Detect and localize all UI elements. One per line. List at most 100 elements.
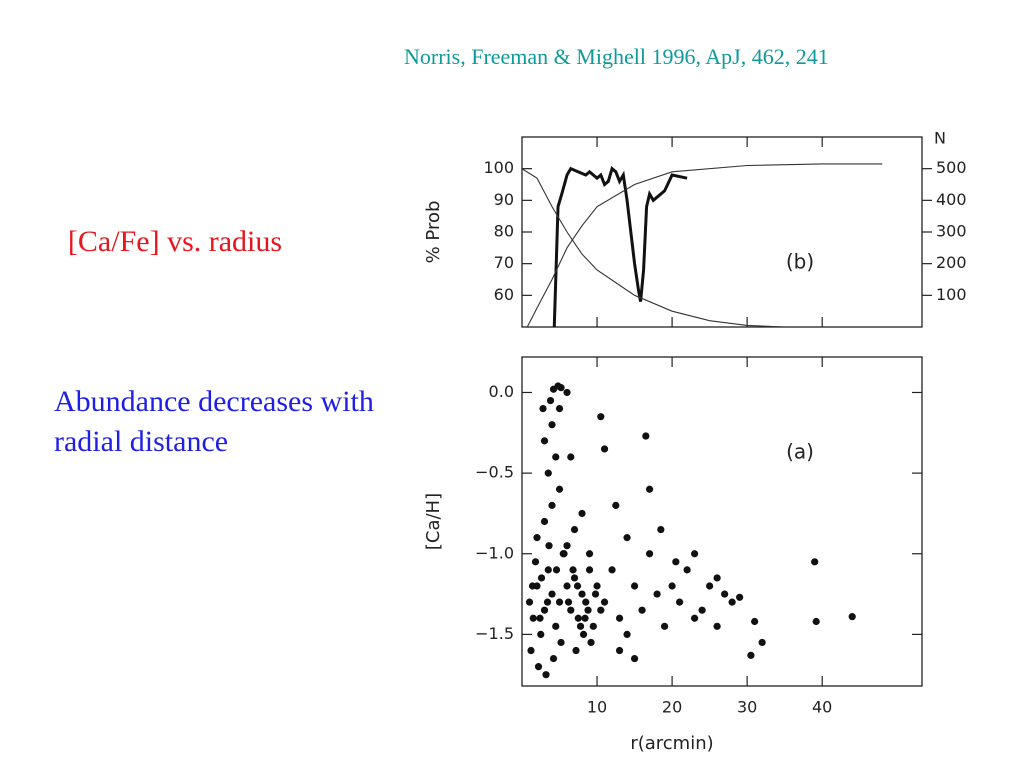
data-point: [557, 638, 565, 647]
y-tick-label: −1.0: [475, 543, 514, 562]
data-point: [615, 646, 624, 655]
data-point: [691, 614, 699, 622]
citation: Norris, Freeman & Mighell 1996, ApJ, 462…: [404, 44, 829, 69]
data-point: [564, 598, 573, 606]
y-tick-label: −0.5: [475, 463, 514, 482]
data-point: [721, 590, 729, 598]
x-tick-label: 30: [737, 698, 757, 717]
data-point: [533, 534, 541, 542]
data-point: [612, 501, 620, 509]
data-point: [567, 453, 575, 461]
data-point: [728, 598, 736, 606]
data-point: [576, 622, 585, 630]
data-point: [672, 558, 680, 566]
y-tick-label: −1.5: [475, 624, 514, 643]
data-point: [581, 614, 589, 622]
y-tick-label: 90: [494, 190, 514, 209]
panel-label: (b): [786, 250, 814, 274]
data-point: [589, 622, 597, 630]
data-point: [540, 606, 549, 614]
y-tick-label: 60: [494, 285, 514, 304]
data-point: [630, 582, 639, 590]
data-point: [623, 630, 631, 638]
data-point: [544, 566, 552, 574]
data-point: [555, 598, 564, 606]
data-point: [691, 550, 699, 558]
data-point: [615, 614, 624, 622]
panel-label: (a): [786, 440, 814, 464]
data-point: [587, 638, 595, 647]
y2-tick-label: 200: [936, 253, 967, 272]
y-tick-label: 100: [483, 158, 514, 177]
data-point: [751, 617, 759, 626]
data-point: [593, 582, 601, 590]
data-point: [543, 598, 552, 606]
data-point: [555, 405, 564, 413]
data-point: [570, 525, 579, 534]
data-point: [747, 651, 755, 659]
plot-frame: [521, 356, 923, 687]
data-point: [706, 582, 714, 590]
data-point: [597, 606, 605, 614]
series-line: [526, 163, 883, 327]
data-point: [645, 550, 654, 558]
data-point: [540, 517, 549, 526]
data-point: [542, 671, 550, 679]
data-point: [638, 606, 646, 614]
data-point: [531, 558, 540, 566]
data-point: [645, 485, 654, 493]
data-point: [600, 445, 609, 453]
series-line: [552, 166, 688, 327]
data-point: [660, 622, 669, 630]
data-point: [573, 582, 582, 590]
data-point: [600, 598, 609, 606]
y-axis-label: [Ca/H]: [423, 493, 444, 550]
data-point: [546, 396, 555, 405]
data-point: [591, 590, 600, 598]
data-point: [675, 598, 684, 606]
slide-note: Abundance decreases with radial distance: [54, 385, 374, 458]
data-point: [548, 501, 556, 509]
data-point: [528, 582, 537, 590]
data-point: [563, 388, 571, 397]
data-point: [585, 566, 594, 574]
data-point: [630, 654, 639, 663]
y2-axis-label: N: [934, 129, 946, 148]
data-point: [698, 606, 706, 614]
plot-frame: [521, 136, 923, 328]
data-point: [608, 566, 616, 574]
y-tick-label: 80: [494, 222, 514, 241]
y-axis-label: % Prob: [423, 201, 444, 264]
y2-tick-label: 500: [936, 158, 967, 177]
y2-tick-label: 100: [936, 285, 967, 304]
data-point: [534, 663, 543, 671]
data-point: [668, 582, 676, 590]
data-point: [657, 525, 665, 534]
data-point: [578, 590, 586, 598]
data-point: [585, 550, 594, 558]
data-point: [536, 614, 544, 622]
data-point: [545, 542, 553, 550]
data-point: [574, 614, 582, 622]
data-point: [736, 593, 744, 601]
x-tick-label: 40: [812, 698, 832, 717]
data-point: [552, 622, 560, 630]
data-point: [582, 598, 590, 606]
data-point: [572, 646, 580, 655]
data-point: [584, 606, 592, 614]
data-point: [567, 606, 575, 614]
data-point: [811, 558, 819, 566]
y-tick-label: 70: [494, 253, 514, 272]
data-point: [560, 550, 568, 558]
data-point: [597, 413, 605, 421]
data-point: [540, 437, 549, 445]
data-point: [758, 638, 766, 647]
data-point: [642, 432, 650, 440]
x-axis-label: r(arcmin): [630, 733, 713, 754]
data-point: [812, 617, 820, 626]
data-point: [623, 534, 631, 542]
y-tick-label: 0.0: [489, 382, 514, 401]
data-point: [653, 590, 661, 598]
x-tick-label: 20: [662, 698, 682, 717]
